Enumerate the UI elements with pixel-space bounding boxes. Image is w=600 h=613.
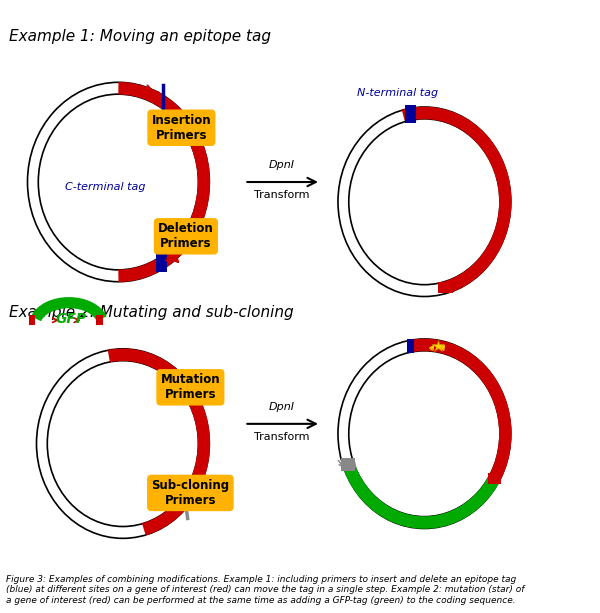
FancyBboxPatch shape (96, 315, 103, 325)
Text: Figure 3: Examples of combining modifications. Example 1: including primers to i: Figure 3: Examples of combining modifica… (6, 575, 524, 604)
Text: C-terminal tag: C-terminal tag (65, 182, 145, 192)
FancyBboxPatch shape (156, 254, 167, 272)
Text: Deletion
Primers: Deletion Primers (158, 223, 214, 250)
FancyBboxPatch shape (407, 340, 414, 353)
Text: Sub-cloning
Primers: Sub-cloning Primers (151, 479, 229, 507)
FancyBboxPatch shape (488, 473, 501, 484)
Text: N-terminal tag: N-terminal tag (357, 88, 438, 98)
Text: Transform: Transform (254, 432, 310, 442)
Text: DpnI: DpnI (269, 402, 295, 412)
FancyBboxPatch shape (341, 458, 355, 471)
Text: Mutation
Primers: Mutation Primers (161, 373, 220, 402)
Text: Example 2: Mutating and sub-cloning: Example 2: Mutating and sub-cloning (8, 305, 293, 321)
Text: GFP: GFP (55, 312, 86, 326)
FancyBboxPatch shape (438, 281, 452, 294)
FancyBboxPatch shape (405, 105, 416, 123)
Text: DpnI: DpnI (269, 160, 295, 170)
FancyBboxPatch shape (29, 315, 35, 325)
Text: Transform: Transform (254, 190, 310, 200)
Text: Example 1: Moving an epitope tag: Example 1: Moving an epitope tag (8, 29, 271, 44)
Text: Insertion
Primers: Insertion Primers (152, 114, 211, 142)
